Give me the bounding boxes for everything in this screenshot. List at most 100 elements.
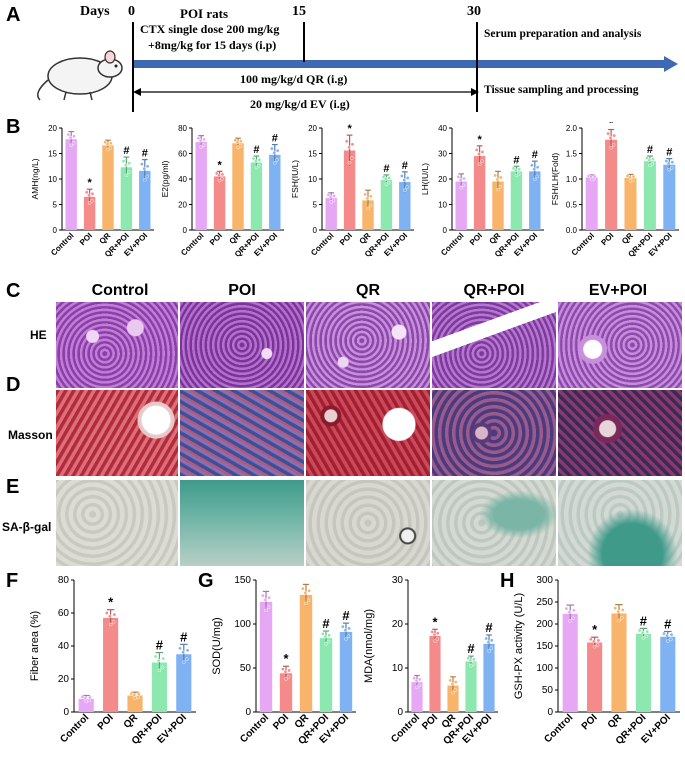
y-tick-label: 10: [438, 201, 447, 210]
data-point: [347, 145, 351, 150]
bar: [455, 181, 467, 230]
ctx-dose-label: CTX single dose 200 mg/kg: [140, 22, 280, 36]
y-tick-label: 10: [308, 175, 317, 184]
y-tick-label: 10: [48, 175, 57, 184]
data-point: [489, 646, 494, 650]
he-poi-image: [180, 302, 304, 388]
bar: [587, 642, 603, 712]
y-tick-label: 2.0: [566, 124, 578, 133]
data-point: [90, 198, 94, 203]
data-point: [344, 139, 349, 144]
data-point: [136, 695, 140, 699]
y-axis-label: GSH-PX activity (U/L): [513, 593, 525, 699]
panel-label-d: D: [6, 374, 21, 396]
data-point: [303, 591, 308, 595]
significance-mark: *: [609, 122, 614, 130]
he-control-image: [56, 302, 178, 388]
data-point: [612, 133, 616, 138]
data-point: [202, 137, 206, 142]
y-tick-label: 0: [397, 707, 403, 718]
data-point: [201, 143, 206, 148]
y-tick-label: 15: [48, 150, 57, 159]
data-point: [480, 159, 484, 163]
chart-fsh-lh: FSH/LH(Fold) 0.0 0.5 1.0 1.5 2.0 Control * POI QR…: [550, 122, 679, 259]
bar: [611, 613, 627, 712]
data-point: [667, 167, 672, 172]
x-tick-label: QR: [228, 231, 243, 246]
data-point: [644, 634, 649, 639]
data-point: [477, 152, 481, 156]
x-tick-label: POI: [208, 231, 224, 247]
data-point: [214, 171, 219, 176]
significance-mark: #: [467, 641, 475, 656]
y-tick-label: 10: [392, 663, 404, 674]
data-point: [254, 159, 258, 163]
data-point: [564, 606, 569, 611]
x-tick-label: QR: [606, 712, 625, 731]
data-point: [105, 142, 110, 147]
data-point: [217, 173, 221, 178]
data-point: [499, 175, 503, 180]
data-point: [384, 182, 389, 186]
tissue-label: Tissue sampling and processing: [484, 84, 639, 96]
x-tick-label: Control: [49, 231, 75, 257]
masson-qr-image: [306, 390, 430, 476]
data-point: [432, 632, 437, 637]
x-tick-label: POI: [96, 712, 116, 732]
x-tick-label: Control: [570, 231, 596, 257]
bar: [663, 164, 676, 230]
data-point: [532, 167, 537, 172]
significance-mark: *: [432, 614, 438, 629]
x-tick-label: Control: [389, 712, 422, 745]
timeline-tick-15: [303, 22, 305, 62]
data-point: [368, 203, 373, 208]
data-point: [275, 158, 279, 162]
data-point: [87, 698, 92, 703]
data-point: [220, 172, 225, 177]
day-15-label: 15: [292, 4, 306, 19]
bar: [195, 142, 207, 230]
x-tick-label: QR: [98, 231, 113, 246]
bar: [127, 695, 143, 712]
data-point: [405, 185, 409, 189]
data-point: [350, 142, 355, 147]
significance-mark: #: [156, 638, 164, 653]
data-point: [495, 177, 500, 182]
x-tick-label: Control: [309, 231, 335, 257]
y-tick-label: 150: [234, 575, 251, 586]
data-point: [589, 637, 593, 642]
data-point: [493, 173, 497, 178]
data-point: [108, 614, 112, 619]
data-point: [387, 176, 392, 180]
data-point: [251, 156, 256, 161]
data-point: [196, 136, 201, 141]
sagal-qr-image: [306, 480, 430, 566]
significance-mark: #: [532, 149, 538, 161]
data-point: [327, 633, 331, 638]
x-tick-label: QR: [358, 231, 373, 246]
bar: [83, 196, 96, 230]
data-point: [666, 161, 671, 166]
data-point: [344, 637, 348, 641]
bar: [447, 685, 459, 712]
x-tick-label: POI: [271, 712, 291, 732]
data-point: [321, 632, 325, 636]
x-tick-label: POI: [468, 231, 484, 247]
y-tick-label: 300: [536, 575, 553, 586]
data-point: [235, 140, 240, 145]
x-tick-label: QR: [620, 231, 635, 246]
significance-mark: #: [666, 147, 672, 159]
significance-mark: #: [142, 148, 148, 160]
data-point: [469, 663, 473, 668]
data-point: [450, 682, 455, 686]
significance-mark: #: [383, 163, 389, 175]
data-point: [281, 667, 285, 671]
bar: [102, 145, 114, 230]
y-tick-label: 250: [536, 597, 553, 608]
bar: [279, 673, 293, 712]
data-point: [496, 187, 500, 192]
panel-label-g: G: [198, 570, 214, 592]
bar: [176, 654, 192, 712]
y-tick-label: 150: [536, 641, 553, 652]
